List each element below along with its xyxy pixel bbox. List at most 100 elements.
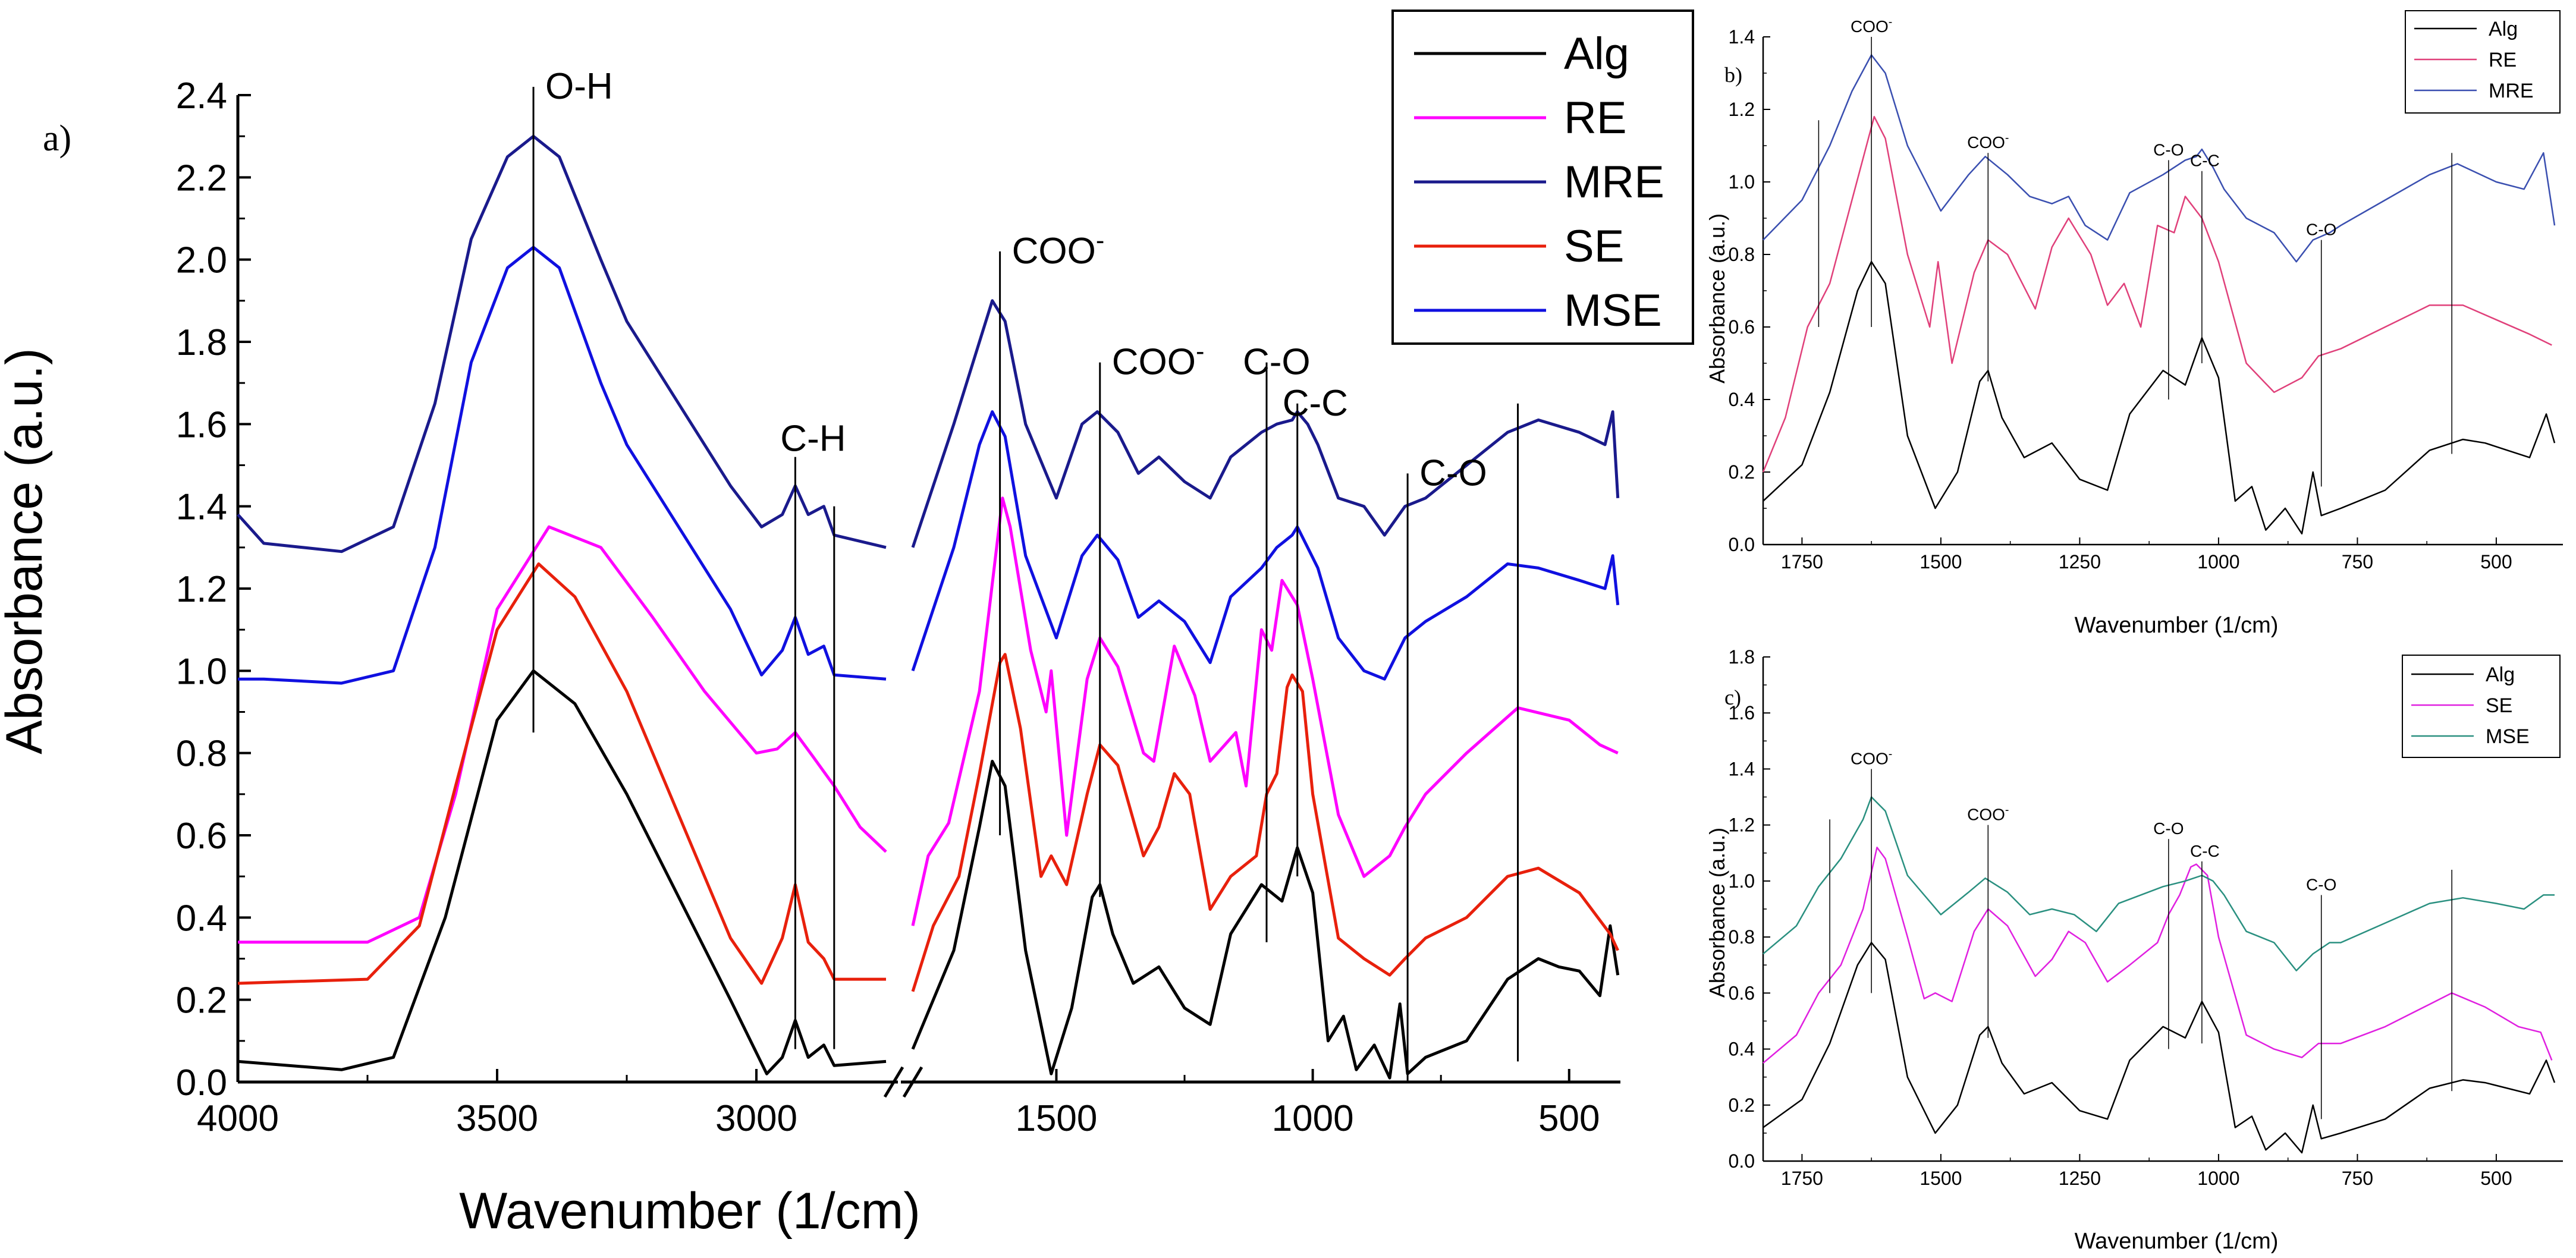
- panel-a-series-se-right-line: [911, 653, 1619, 992]
- panel-a-series-alg-right-line: [911, 760, 1620, 1080]
- panel-a-y-tick-label: 0.6: [176, 816, 227, 857]
- panel-b-ylabel: Absorbance (a.u.): [1705, 213, 1729, 383]
- panel-a-x-tick-label: 4000: [197, 1098, 279, 1139]
- panel-b-series-alg-line: [1763, 260, 2556, 534]
- panel-c-axes: 0.0 0.2 0.4 0.6 0.8 1.0 1.2 1.4 1.6 1.8 1750 1500 12…: [1729, 646, 2563, 1189]
- panel-b-x-tick-label: 1500: [1920, 551, 1962, 573]
- superscript-minus: -: [2005, 131, 2009, 144]
- panel-a-xlabel: Wavenumber (1/cm): [459, 1182, 921, 1240]
- panel-b-y-tick-label: 0.4: [1729, 389, 1755, 410]
- panel-b-series-re-line: [1762, 115, 2552, 473]
- panel-a-series-mre-left-line: [237, 134, 887, 553]
- panel-c-series-alg-line: [1763, 942, 2556, 1154]
- panel-a-series-alg-left-line: [237, 669, 887, 1075]
- panel-a-x-tick-label: 3500: [456, 1098, 538, 1139]
- panel-a-y-tick-label: 2.0: [176, 240, 227, 281]
- panel-a-label: a): [43, 118, 71, 159]
- panel-a-annotation-label: COO-: [1112, 338, 1205, 383]
- panel-a-y-tick-label: 0.4: [176, 898, 227, 939]
- panel-c-series: [1763, 796, 2556, 1154]
- panel-b-legend-label: Alg: [2489, 18, 2518, 40]
- panel-c-annotation-label: COO-: [1967, 804, 2009, 824]
- panel-b-y-tick-label: 0.2: [1729, 461, 1755, 483]
- panel-c-y-tick-label: 0.0: [1729, 1150, 1755, 1172]
- panel-a-ylabel: Absorbance (a.u.): [0, 348, 53, 754]
- panel-b-y-tick-label: 0.8: [1729, 244, 1755, 265]
- panel-a-y-tick-label: 1.4: [176, 487, 227, 528]
- panel-a-annotation-label: O-H: [545, 66, 613, 107]
- panel-b-label: b): [1724, 63, 1742, 87]
- panel-a-x-tick-label: 3000: [715, 1098, 797, 1139]
- panel-b-annotations: COO- COO- C-O C-C C-O: [1818, 15, 2452, 487]
- panel-c-annotation-label: C-O: [2306, 875, 2336, 894]
- panel-a-x-tick-label: 1500: [1015, 1098, 1097, 1139]
- panel-b-annotation-label: C-O: [2306, 221, 2336, 239]
- panel-c-xlabel: Wavenumber (1/cm): [2075, 1229, 2279, 1254]
- panel-b-annotation-label: C-O: [2153, 140, 2184, 159]
- panel-a-legend-label: Alg: [1564, 29, 1629, 79]
- panel-b-y-tick-label: 1.0: [1729, 171, 1755, 193]
- panel-c-y-tick-label: 0.8: [1729, 926, 1755, 948]
- panel-c-y-tick-label: 1.8: [1729, 646, 1755, 668]
- panel-b-x-tick-label: 500: [2480, 551, 2512, 573]
- panel-c-y-tick-label: 1.0: [1729, 870, 1755, 892]
- panel-a-legend-label: MRE: [1564, 157, 1664, 207]
- panel-a-y-tick-label: 1.8: [176, 322, 227, 363]
- panel-c-legend: Alg SE MSE: [2402, 655, 2561, 758]
- panel-a-series-mre-right-line: [911, 299, 1620, 548]
- panel-c-y-tick-label: 1.2: [1729, 814, 1755, 836]
- panel-a-y-tick-label: 1.2: [176, 569, 227, 610]
- panel-b-y-tick-label: 1.2: [1729, 99, 1755, 120]
- panel-c-series-mse-line: [1763, 796, 2555, 971]
- panel-a-series-mse-left-line: [238, 246, 887, 685]
- panel-a-y-tick-label: 2.4: [176, 76, 227, 117]
- panel-c-y-tick-label: 0.4: [1729, 1039, 1755, 1060]
- panel-a-legend-box: [1391, 10, 1694, 345]
- panel-a-series-re-right-line: [911, 496, 1619, 926]
- panel-c-x-tick-label: 1750: [1781, 1168, 1823, 1189]
- panel-a-y-tick-label: 1.0: [176, 651, 227, 692]
- panel-b-chart: b) 0.0 0.2 0.4 0.6 0.8 1.0 1.2 1.4 1750 1500 1250 1…: [1705, 10, 2563, 638]
- panel-b-legend-label: MRE: [2489, 80, 2534, 102]
- panel-a-y-tick-label: 0.8: [176, 734, 227, 775]
- superscript-minus: -: [1096, 227, 1104, 255]
- panel-a-annotation-label: C-C: [1283, 383, 1348, 424]
- superscript-minus: -: [1196, 338, 1204, 366]
- panel-a-chart: a) 0.0 0.2 0.4 0.6 0.8 1.0 1.2 1.4 1.6 1.8 2.0 2.2 2…: [0, 10, 1694, 1240]
- panel-c-chart: c) 0.0 0.2 0.4 0.6 0.8 1.0 1.2 1.4 1.6 1.8 1750 150…: [1705, 646, 2563, 1254]
- panel-b-xlabel: Wavenumber (1/cm): [2075, 613, 2279, 638]
- panel-b-annotation-label: C-C: [2190, 152, 2220, 170]
- panel-b-x-tick-label: 750: [2342, 551, 2373, 573]
- panel-c-x-tick-label: 1500: [1920, 1168, 1962, 1189]
- panel-a-axis-break-mark: [883, 1066, 904, 1098]
- panel-c-annotation-label: C-O: [2153, 819, 2184, 838]
- panel-a-series-mse-right-line: [911, 410, 1620, 681]
- panel-b-x-tick-label: 1250: [2059, 551, 2101, 573]
- panel-a-series-se-left-line: [237, 562, 886, 985]
- panel-b-annotation-label: COO-: [1967, 131, 2009, 152]
- panel-a-annotation-label: COO-: [1012, 227, 1105, 272]
- panel-a-series: [237, 134, 1620, 1080]
- panel-c-annotation-label: COO-: [1851, 747, 1892, 768]
- panel-a-annotation-label: C-O: [1419, 452, 1487, 493]
- panel-a-y-tick-label: 0.2: [176, 980, 227, 1021]
- panel-c-legend-label: SE: [2486, 694, 2512, 717]
- panel-b-x-tick-label: 1000: [2197, 551, 2239, 573]
- panel-c-legend-box: [2402, 655, 2561, 758]
- panel-c-x-tick-label: 750: [2342, 1168, 2373, 1189]
- panel-a-annotation-label: C-H: [780, 419, 846, 460]
- panel-c-y-tick-label: 1.6: [1729, 702, 1755, 724]
- panel-c-x-tick-label: 1000: [2197, 1168, 2239, 1189]
- panel-a-axes: 0.0 0.2 0.4 0.6 0.8 1.0 1.2 1.4 1.6 1.8 2.0 2.2 2.4 4…: [176, 76, 1620, 1139]
- superscript-minus: -: [2005, 804, 2009, 817]
- panel-c-annotation-label: C-C: [2190, 842, 2220, 860]
- panel-c-label: c): [1724, 685, 1741, 709]
- panel-c-x-tick-label: 500: [2480, 1168, 2512, 1189]
- panel-b-legend-label: RE: [2489, 49, 2517, 71]
- panel-a-annotation-label: C-O: [1243, 342, 1311, 383]
- superscript-minus: -: [1889, 747, 1893, 760]
- panel-b-y-tick-label: 1.4: [1729, 26, 1755, 48]
